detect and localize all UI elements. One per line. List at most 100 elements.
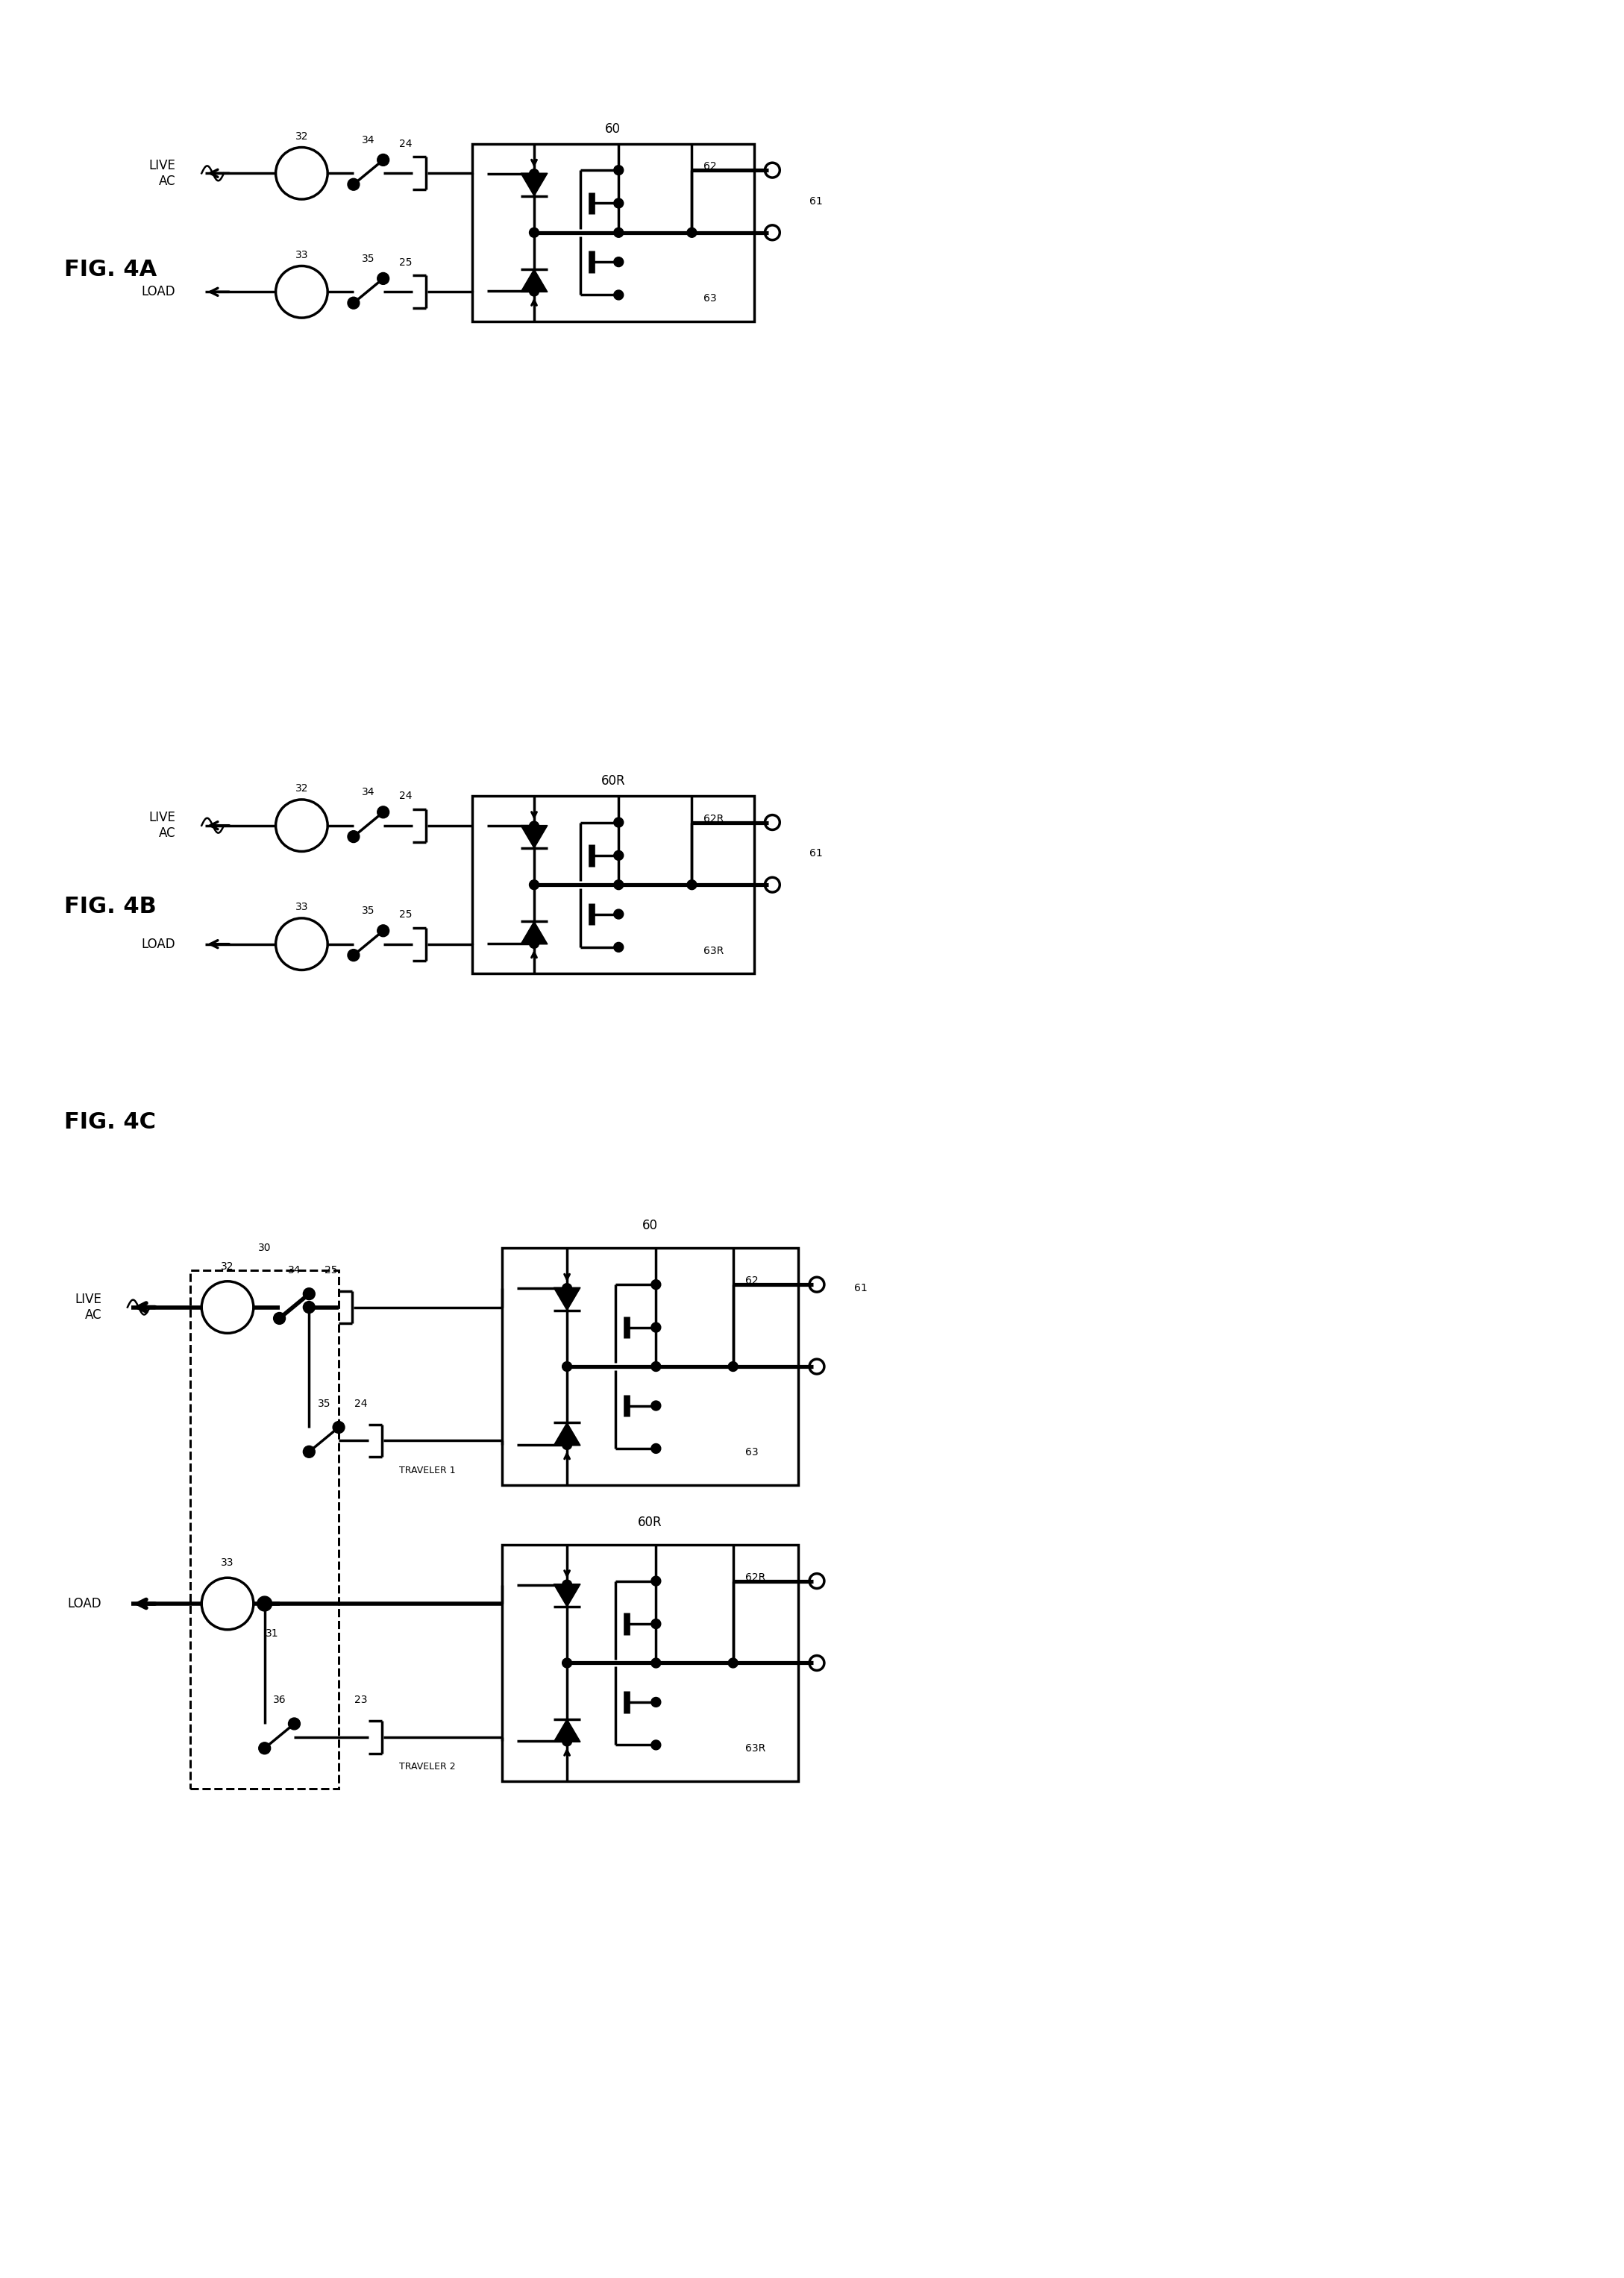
Circle shape [201,1280,253,1333]
Circle shape [614,818,624,827]
Circle shape [614,166,624,175]
Circle shape [289,1718,300,1729]
Polygon shape [521,173,547,196]
Circle shape [304,1447,315,1458]
Circle shape [529,287,539,296]
Text: TRAVELER 2: TRAVELER 2 [400,1761,456,1772]
Circle shape [348,950,359,961]
Circle shape [529,939,539,948]
Text: 34: 34 [362,134,375,146]
Circle shape [529,879,539,891]
Circle shape [614,909,624,918]
Text: 35: 35 [362,253,375,264]
Text: LIVE
AC: LIVE AC [149,811,175,841]
Circle shape [614,289,624,301]
Circle shape [276,148,328,198]
Circle shape [276,918,328,970]
Text: 32: 32 [221,1262,234,1271]
Polygon shape [554,1287,580,1310]
Circle shape [377,806,390,818]
Text: FIG. 4A: FIG. 4A [65,260,158,280]
Text: LIVE
AC: LIVE AC [75,1294,102,1321]
Text: 61: 61 [809,847,823,859]
Circle shape [651,1740,661,1750]
Text: 36: 36 [273,1695,286,1706]
Circle shape [257,1597,273,1611]
Circle shape [651,1401,661,1410]
Text: 31: 31 [265,1629,279,1638]
Circle shape [687,879,697,891]
Circle shape [304,1287,315,1301]
Circle shape [562,1362,572,1371]
Text: 62: 62 [703,162,716,171]
Text: LOAD: LOAD [141,936,175,950]
Circle shape [276,800,328,852]
Text: 30: 30 [258,1244,271,1253]
Text: 62: 62 [745,1276,758,1287]
Circle shape [651,1324,661,1333]
Circle shape [333,1421,344,1433]
Text: 32: 32 [296,784,309,793]
Text: 60: 60 [641,1219,658,1232]
Circle shape [614,228,624,237]
Bar [502,1248,799,1485]
Text: 25: 25 [400,257,412,267]
Circle shape [728,1362,737,1371]
Circle shape [348,296,359,310]
Text: LOAD: LOAD [68,1597,102,1611]
Text: FIG. 4C: FIG. 4C [65,1112,156,1132]
Text: 34: 34 [362,786,375,797]
Text: 24: 24 [400,139,412,148]
Text: LIVE
AC: LIVE AC [149,159,175,187]
Text: LOAD: LOAD [141,285,175,298]
Text: 25: 25 [400,909,412,920]
Text: 60R: 60R [638,1515,663,1529]
Circle shape [377,925,390,936]
Circle shape [273,1312,286,1324]
Text: FIG. 4B: FIG. 4B [65,895,158,918]
Circle shape [651,1576,661,1585]
Text: 35: 35 [362,904,375,916]
Circle shape [687,228,697,237]
Text: 63R: 63R [745,1743,765,1754]
Text: 24: 24 [400,790,412,802]
Polygon shape [554,1424,580,1447]
Circle shape [614,879,624,891]
Text: 60: 60 [606,123,620,134]
Text: 63: 63 [745,1447,758,1458]
Text: 23: 23 [354,1695,367,1706]
Circle shape [651,1620,661,1629]
Circle shape [562,1658,572,1667]
Circle shape [348,178,359,191]
Circle shape [614,198,624,207]
Polygon shape [521,923,547,943]
Polygon shape [554,1583,580,1606]
Circle shape [614,850,624,861]
Text: 62R: 62R [745,1572,765,1583]
Circle shape [728,1658,737,1667]
Circle shape [651,1658,661,1667]
Text: 63R: 63R [703,945,723,957]
Bar [502,1544,799,1781]
Circle shape [258,1743,271,1754]
Circle shape [651,1697,661,1706]
Text: 33: 33 [296,251,309,260]
Text: 62R: 62R [703,813,723,825]
Text: 34: 34 [287,1264,300,1276]
Polygon shape [521,825,547,847]
Circle shape [529,228,539,237]
Text: 32: 32 [296,132,309,141]
Circle shape [651,1362,661,1371]
Circle shape [348,831,359,843]
Circle shape [377,273,390,285]
Circle shape [304,1301,315,1312]
Bar [473,795,754,973]
Text: TRAVELER 1: TRAVELER 1 [400,1465,456,1476]
Text: 63: 63 [703,294,716,303]
Circle shape [276,267,328,319]
Text: 24: 24 [354,1399,367,1408]
Bar [190,1271,339,1788]
Text: 61: 61 [809,196,823,207]
Text: 61: 61 [854,1283,867,1294]
Circle shape [562,1283,572,1294]
